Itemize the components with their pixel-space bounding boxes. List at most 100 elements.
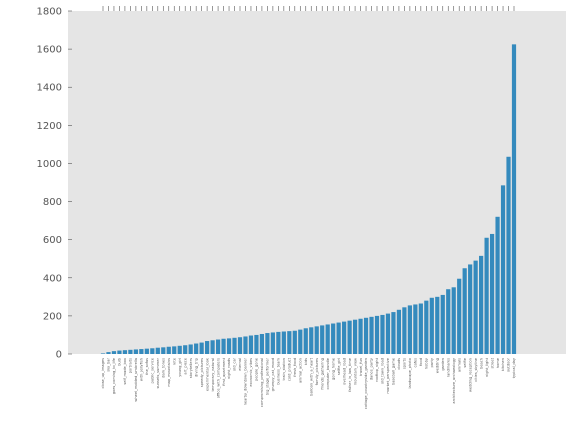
- bar: [511, 44, 517, 354]
- bar: [166, 346, 171, 354]
- bar: [281, 331, 286, 354]
- x-tick-label: night_roads: [227, 358, 231, 379]
- bar: [462, 268, 467, 354]
- bar: [331, 323, 336, 354]
- x-tick-label: business_team: [277, 358, 281, 385]
- bar: [243, 336, 248, 354]
- x-tick-label: bulb: [118, 357, 122, 366]
- x-tick-label: friends_gathering: [320, 358, 324, 390]
- bar: [117, 350, 122, 354]
- x-tick-label: computer_bundle: [326, 357, 330, 389]
- bar: [336, 322, 341, 354]
- x-tick-label: rooftop_night: [375, 357, 379, 382]
- x-tick-label: outdoor: [507, 357, 511, 372]
- bar: [352, 319, 358, 354]
- x-tick-label: animal_action: [298, 358, 302, 383]
- bar: [237, 337, 243, 354]
- x-tick-label: public_service: [151, 357, 155, 383]
- x-tick-label: clouds: [397, 358, 401, 370]
- bar: [489, 233, 495, 354]
- y-tick-label: 1800: [37, 7, 62, 18]
- bar: [320, 325, 325, 354]
- x-tick-label: sports: [403, 358, 407, 369]
- bar: [172, 346, 177, 354]
- x-tick-label: experimental_look: [205, 357, 209, 391]
- bar: [205, 341, 210, 354]
- x-tick-label: economic_vibes: [249, 358, 253, 387]
- x-tick-label: diving_trip: [194, 357, 198, 377]
- x-tick-label: young_girl: [178, 358, 182, 377]
- x-tick-label: eternal: [238, 358, 242, 371]
- y-tick-label: 1000: [37, 159, 62, 170]
- x-tick-label: wedding_reception: [468, 358, 472, 392]
- x-tick-label: compromising_professional: [260, 358, 264, 407]
- bar: [259, 333, 265, 354]
- x-tick-label: market_perspective: [386, 357, 390, 393]
- bar: [391, 312, 396, 354]
- bar: [221, 338, 226, 354]
- bar: [309, 327, 314, 354]
- bar: [380, 314, 385, 354]
- x-tick-label: animals: [457, 358, 461, 372]
- x-tick-label: old_car: [233, 357, 237, 370]
- x-tick-label: party: [430, 357, 434, 367]
- x-tick-label: nearby_downtown_banner: [244, 357, 248, 405]
- x-tick-label: father_in_law_time: [348, 357, 352, 392]
- bar: [139, 349, 144, 354]
- bar: [385, 313, 391, 354]
- bar: [451, 287, 456, 354]
- x-tick-label: baseball_game: [392, 357, 396, 385]
- bar: [407, 305, 412, 354]
- bar: [248, 335, 254, 354]
- bar: [429, 297, 434, 354]
- x-tick-label: kitchen: [501, 358, 505, 371]
- bar: [298, 329, 303, 354]
- y-tick-label: 0: [56, 350, 62, 361]
- x-tick-label: first_apartment: [222, 357, 226, 385]
- bar: [128, 349, 133, 354]
- x-tick-label: hobby: [425, 357, 429, 369]
- bar: [270, 332, 275, 354]
- bar: [161, 347, 166, 354]
- bar: [111, 351, 117, 354]
- x-tick-label: beach: [479, 358, 483, 369]
- y-tick-label: 1400: [37, 83, 62, 94]
- bar: [254, 334, 259, 354]
- x-tick-label: people_gone: [255, 357, 259, 381]
- bar: [150, 348, 155, 354]
- y-tick-label: 1600: [37, 45, 62, 56]
- x-tick-label: office_with_computers: [216, 358, 220, 398]
- bar: [468, 264, 473, 354]
- bar: [276, 331, 281, 354]
- x-tick-label: selfie: [463, 357, 467, 367]
- x-tick-label: self_made_box: [123, 357, 127, 385]
- x-tick-label: kite: [172, 357, 176, 364]
- x-tick-label: with_jellyfish: [140, 358, 144, 381]
- bar: [342, 321, 347, 354]
- bar: [396, 309, 402, 354]
- bar: [446, 289, 451, 354]
- y-tick-label: 400: [43, 273, 62, 284]
- bar: [418, 303, 423, 354]
- x-tick-label: street: [490, 357, 494, 368]
- x-tick-label: speedy_pictures: [200, 358, 204, 387]
- x-tick-label: goes_coming_to_life: [112, 357, 116, 394]
- bar: [402, 307, 407, 354]
- x-tick-label: family_pictures: [315, 358, 319, 385]
- bar: [144, 348, 149, 354]
- y-tick-label: 600: [43, 235, 62, 246]
- bar: [199, 342, 204, 354]
- bar: [155, 347, 160, 354]
- y-tick-label: 800: [43, 197, 62, 208]
- bar: [106, 352, 111, 354]
- x-tick-label: sky_bar: [107, 357, 111, 371]
- x-tick-label: close_up_images: [101, 358, 105, 389]
- bar: [413, 304, 418, 354]
- x-tick-label: big_stage_performer: [266, 357, 270, 395]
- bar: [374, 315, 380, 354]
- bar: [100, 353, 106, 354]
- bar: [265, 333, 270, 354]
- bar: [479, 255, 484, 354]
- bar: [133, 349, 138, 354]
